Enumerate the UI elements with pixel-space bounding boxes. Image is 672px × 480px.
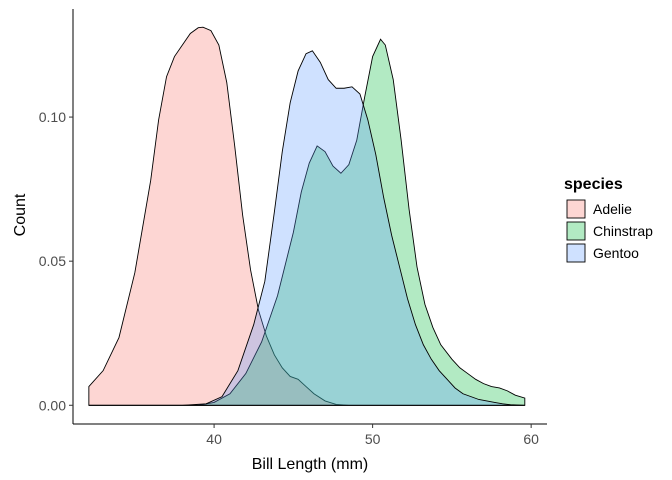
legend-key-gentoo xyxy=(566,243,586,263)
legend-label-chinstrap: Chinstrap xyxy=(593,223,653,239)
legend-key-adelie xyxy=(566,199,586,219)
x-tick-label: 40 xyxy=(206,431,222,447)
density-area-adelie xyxy=(88,26,525,406)
y-tick-label: 0.05 xyxy=(39,253,66,269)
x-tick-label: 60 xyxy=(523,431,539,447)
legend-title: species xyxy=(564,176,623,193)
y-tick-label: 0.00 xyxy=(39,397,66,413)
legend-label-adelie: Adelie xyxy=(593,201,632,217)
legend-key-chinstrap xyxy=(566,221,586,241)
density-area-gentoo xyxy=(88,50,525,406)
y-axis-title: Count xyxy=(12,193,29,236)
density-area-chinstrap xyxy=(88,38,526,406)
x-axis-title: Bill Length (mm) xyxy=(252,456,368,473)
axes xyxy=(72,9,547,425)
legend: species Adelie Chinstrap Gentoo xyxy=(564,176,653,263)
legend-label-gentoo: Gentoo xyxy=(593,245,639,261)
ticks: 40 50 60 0.00 0.05 0.10 xyxy=(39,109,539,447)
density-areas xyxy=(88,26,526,406)
y-tick-label: 0.10 xyxy=(39,109,66,125)
x-tick-label: 50 xyxy=(365,431,381,447)
